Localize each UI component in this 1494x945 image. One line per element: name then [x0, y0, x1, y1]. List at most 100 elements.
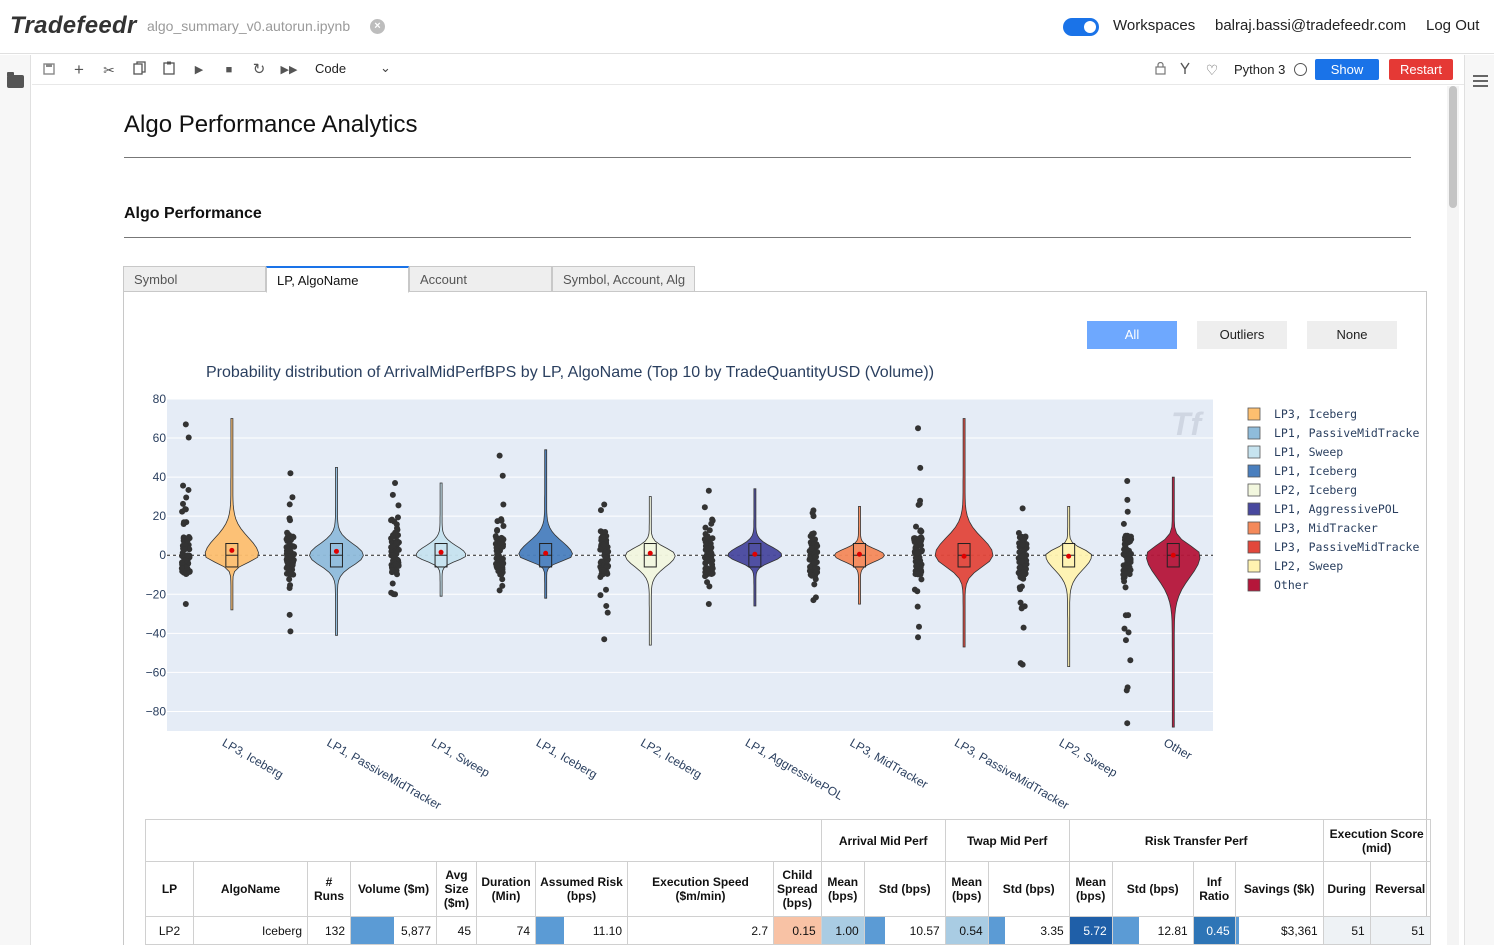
close-notebook-icon[interactable]: × — [370, 19, 385, 34]
outlier-point — [290, 534, 297, 541]
outlier-point — [494, 562, 501, 569]
outlier-point — [499, 576, 506, 583]
lock-icon[interactable] — [1150, 60, 1170, 80]
table-column-header[interactable]: During — [1322, 861, 1371, 917]
table-column-header[interactable]: # Runs — [307, 861, 351, 917]
run-icon[interactable]: ▶ — [194, 64, 204, 76]
outlier-point — [289, 494, 296, 501]
table-group-blank — [145, 819, 822, 862]
table-column-header[interactable]: Mean (bps) — [1068, 861, 1113, 917]
table-column-header[interactable]: LP — [145, 861, 194, 917]
tab-account[interactable]: Account — [409, 266, 552, 292]
outlier-point — [1019, 661, 1026, 668]
outlier-point — [389, 580, 396, 587]
paste-icon[interactable] — [159, 60, 179, 80]
scrollbar[interactable] — [1447, 86, 1459, 945]
x-tick-label: LP1, AggressivePOL — [743, 735, 846, 803]
table-of-contents-icon[interactable] — [1473, 75, 1488, 87]
cell-avg-size: 45 — [436, 916, 477, 945]
table-column-header[interactable]: Duration (Min) — [476, 861, 536, 917]
legend-entry: LP1, Iceberg — [1274, 464, 1357, 478]
mean-marker-1 — [333, 548, 339, 554]
workspaces-label[interactable]: Workspaces — [1113, 17, 1196, 34]
stop-icon[interactable]: ■ — [225, 64, 233, 76]
violin-chart: 80 60 40 20 0 −20 −40 −60 −80 Tf LP3, Iceberg LP1, … — [146, 392, 1420, 812]
outlier-point — [1018, 583, 1025, 590]
table-column-header[interactable]: Savings ($k) — [1234, 861, 1324, 917]
app-logo[interactable]: Tradefeedr — [10, 12, 137, 39]
kernel-name[interactable]: Python 3 — [1234, 62, 1286, 77]
outlier-point — [809, 531, 816, 538]
table-column-header[interactable]: Avg Size ($m) — [436, 861, 477, 917]
add-cell-icon[interactable]: + — [74, 60, 84, 79]
copy-icon[interactable] — [129, 60, 149, 80]
save-icon[interactable] — [39, 60, 59, 80]
table-column-header[interactable]: Std (bps) — [863, 861, 946, 917]
outlier-point — [1124, 496, 1131, 503]
table-column-header[interactable]: Reversal — [1369, 861, 1431, 917]
show-button[interactable]: Show — [1315, 59, 1379, 80]
filter-outliers-button[interactable]: Outliers — [1197, 321, 1287, 349]
outlier-point — [284, 529, 291, 536]
outlier-point — [709, 535, 716, 542]
outlier-point — [389, 491, 396, 498]
restart-button[interactable]: Restart — [1389, 59, 1453, 80]
tab-symbol[interactable]: Symbol — [123, 266, 266, 292]
tab-symbol-account-alg[interactable]: Symbol, Account, Alg — [552, 266, 695, 292]
filter-all-button[interactable]: All — [1087, 321, 1177, 349]
scrollbar-thumb[interactable] — [1449, 86, 1457, 208]
outlier-point — [916, 538, 923, 545]
y-tick-label: −20 — [146, 587, 167, 601]
outlier-point — [496, 452, 503, 459]
tab-lp-algoname[interactable]: LP, AlgoName — [266, 266, 409, 293]
filter-none-button[interactable]: None — [1307, 321, 1397, 349]
table-column-header[interactable]: Assumed Risk (bps) — [535, 861, 628, 917]
cut-icon[interactable]: ✂ — [103, 62, 115, 78]
outlier-point — [395, 502, 402, 509]
outlier-point — [912, 571, 919, 578]
table-column-header[interactable]: Execution Speed ($m/min) — [627, 861, 774, 917]
git-icon[interactable] — [1175, 60, 1195, 80]
savings-value: $3,361 — [1280, 924, 1318, 938]
table-column-header[interactable]: Mean (bps) — [944, 861, 989, 917]
fast-forward-icon[interactable]: ▶▶ — [280, 64, 298, 76]
table-column-header[interactable]: Inf Ratio — [1192, 861, 1236, 917]
table-row[interactable]: LP2 Iceberg 132 5,877 45 74 11.10 2.7 0.… — [145, 916, 1431, 945]
violin-0 — [204, 418, 259, 611]
table-column-header[interactable]: Mean (bps) — [820, 861, 865, 917]
cell-volume: 5,877 — [350, 916, 437, 945]
legend-swatch — [1247, 464, 1261, 478]
outlier-point — [1015, 530, 1022, 537]
cell-runs: 132 — [307, 916, 351, 945]
twap-std-bar — [988, 917, 1005, 944]
outlier-point — [709, 565, 716, 572]
outlier-point — [1121, 578, 1128, 585]
heart-icon[interactable]: ♡ — [1205, 62, 1219, 78]
violin-2 — [415, 482, 467, 597]
outlier-point — [814, 543, 821, 550]
outlier-point — [394, 514, 401, 521]
outlier-point — [913, 563, 920, 570]
workspaces-toggle[interactable] — [1063, 18, 1099, 36]
outlier-point — [1017, 574, 1024, 581]
outlier-point — [286, 576, 293, 583]
table-column-header[interactable]: AlgoName — [193, 861, 308, 917]
outlier-point — [1124, 720, 1131, 727]
cell-speed: 2.7 — [627, 916, 774, 945]
table-column-header[interactable]: Volume ($m) — [350, 861, 437, 917]
cell-type-select[interactable]: Code — [315, 61, 347, 76]
assumed-risk-bar — [536, 917, 564, 944]
table-column-header[interactable]: Std (bps) — [1111, 861, 1194, 917]
table-column-header[interactable]: Child Spread (bps) — [773, 861, 822, 917]
logout-link[interactable]: Log Out — [1426, 17, 1480, 34]
outlier-point — [914, 550, 921, 557]
restart-kernel-icon[interactable]: ↻ — [252, 61, 266, 78]
chevron-down-icon[interactable]: ⌄ — [380, 60, 391, 75]
notebook-name[interactable]: algo_summary_v0.autorun.ipynb — [147, 18, 351, 34]
table-column-header[interactable]: Std (bps) — [987, 861, 1070, 917]
arrival-std-bar — [864, 917, 885, 944]
outlier-point — [917, 527, 924, 534]
folder-icon[interactable] — [7, 72, 24, 88]
outlier-point — [603, 602, 610, 609]
risk-std-value: 12.81 — [1157, 924, 1188, 938]
